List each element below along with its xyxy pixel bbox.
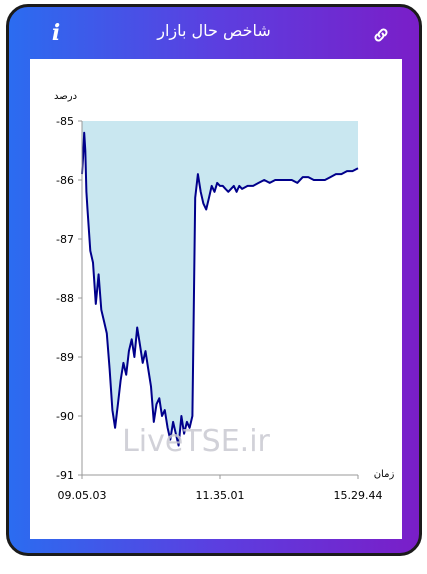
series-line (81, 131, 359, 447)
y-tick-label: -90 (56, 410, 74, 423)
y-tick-label: -89 (56, 351, 74, 364)
y-tick-label: -91 (56, 469, 74, 482)
x-axis-ticks: 09.05.03 11.35.01 15.29.44 (58, 475, 383, 502)
link-icon-glyph (374, 28, 388, 42)
watermark-text: LiveTSE.ir (122, 424, 270, 459)
y-tick-label: -88 (56, 292, 74, 305)
x-axis-label: زمان (374, 469, 395, 480)
y-tick-label: -86 (56, 174, 74, 187)
x-tick-label: 09.05.03 (58, 489, 107, 502)
chart-panel: درصد زمان -85 -86 -87 -88 -89 -90 -91 09.05.03… (30, 59, 402, 539)
market-index-card: i شاخص حال بازار درصد زمان -85 -86 -87 -88-… (6, 4, 422, 556)
x-tick-label: 15.29.44 (334, 489, 383, 502)
card-header: i شاخص حال بازار (9, 7, 419, 59)
info-icon[interactable]: i (51, 20, 61, 46)
market-chart: درصد زمان -85 -86 -87 -88 -89 -90 -91 09.05.03… (54, 91, 395, 502)
y-axis-ticks: -85 -86 -87 -88 -89 -90 -91 (56, 115, 82, 482)
y-tick-label: -87 (56, 233, 74, 246)
card-title: شاخص حال بازار (157, 21, 271, 40)
x-tick-label: 11.35.01 (196, 489, 245, 502)
link-icon[interactable] (371, 25, 391, 45)
y-axis-label: درصد (54, 91, 77, 102)
y-tick-label: -85 (56, 115, 74, 128)
area-fill (82, 121, 358, 446)
